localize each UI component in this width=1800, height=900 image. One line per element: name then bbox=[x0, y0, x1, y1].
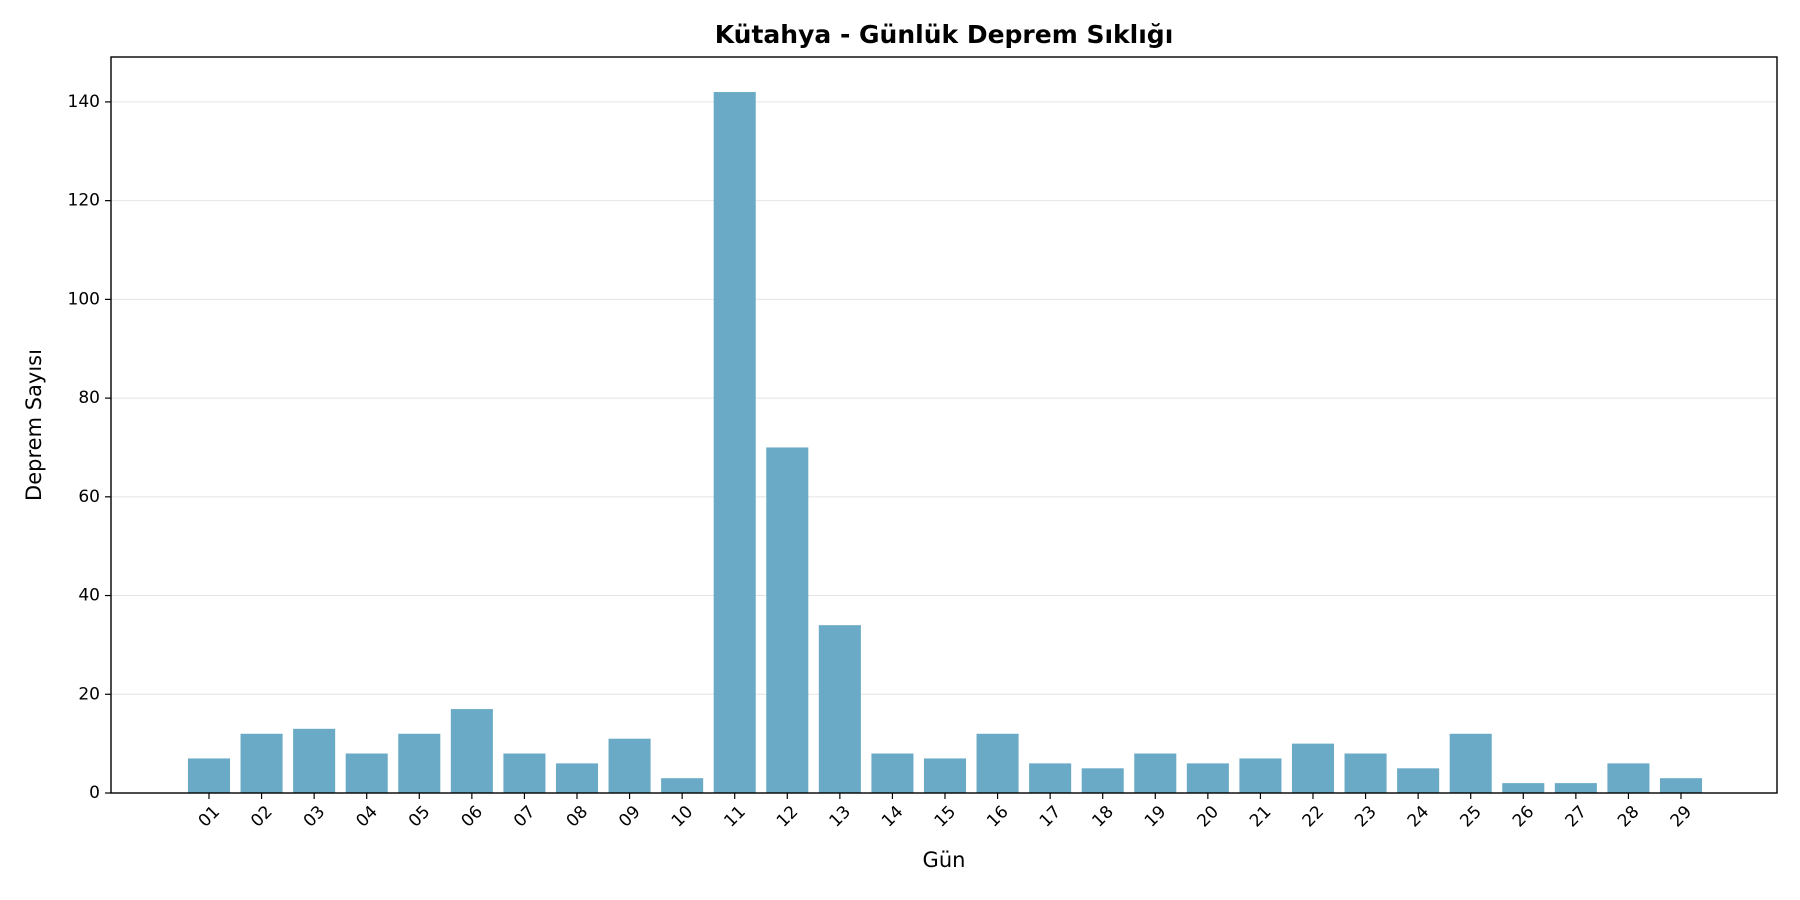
y-tick-label: 120 bbox=[68, 191, 100, 211]
bar bbox=[1554, 783, 1597, 793]
bar bbox=[766, 447, 809, 793]
bar bbox=[1134, 753, 1177, 793]
bar bbox=[1029, 763, 1072, 793]
bar bbox=[713, 92, 756, 794]
bar bbox=[240, 733, 283, 793]
y-tick-label: 40 bbox=[78, 586, 100, 606]
y-tick-label: 140 bbox=[68, 92, 100, 112]
bar bbox=[1397, 768, 1440, 793]
bar bbox=[1607, 763, 1650, 793]
bar bbox=[1449, 733, 1492, 793]
bar bbox=[1186, 763, 1229, 793]
bar bbox=[1659, 778, 1703, 793]
bar bbox=[1344, 753, 1387, 793]
bar bbox=[187, 758, 231, 793]
bar bbox=[1239, 758, 1282, 793]
bar bbox=[923, 758, 967, 793]
bar bbox=[661, 778, 704, 793]
bar bbox=[818, 625, 861, 793]
bar bbox=[555, 763, 599, 793]
y-axis-label: Deprem Sayısı bbox=[22, 349, 46, 501]
bar bbox=[345, 753, 388, 793]
bar bbox=[871, 753, 914, 793]
bar bbox=[450, 709, 493, 793]
bar bbox=[293, 728, 336, 793]
bar bbox=[1502, 783, 1545, 793]
bar bbox=[608, 738, 651, 793]
y-tick-label: 60 bbox=[78, 487, 100, 507]
bar bbox=[1081, 768, 1124, 793]
y-tick-label: 20 bbox=[78, 684, 100, 704]
bar bbox=[398, 733, 441, 793]
y-tick-label: 100 bbox=[68, 289, 100, 309]
y-tick-label: 80 bbox=[78, 388, 100, 408]
bar bbox=[976, 733, 1019, 793]
x-axis-label: Gün bbox=[923, 848, 966, 872]
plot-frame bbox=[110, 56, 1778, 794]
bar bbox=[503, 753, 546, 793]
chart-title: Kütahya - Günlük Deprem Sıklığı bbox=[715, 20, 1174, 49]
y-tick-label: 0 bbox=[89, 783, 100, 803]
bar bbox=[1291, 743, 1335, 793]
